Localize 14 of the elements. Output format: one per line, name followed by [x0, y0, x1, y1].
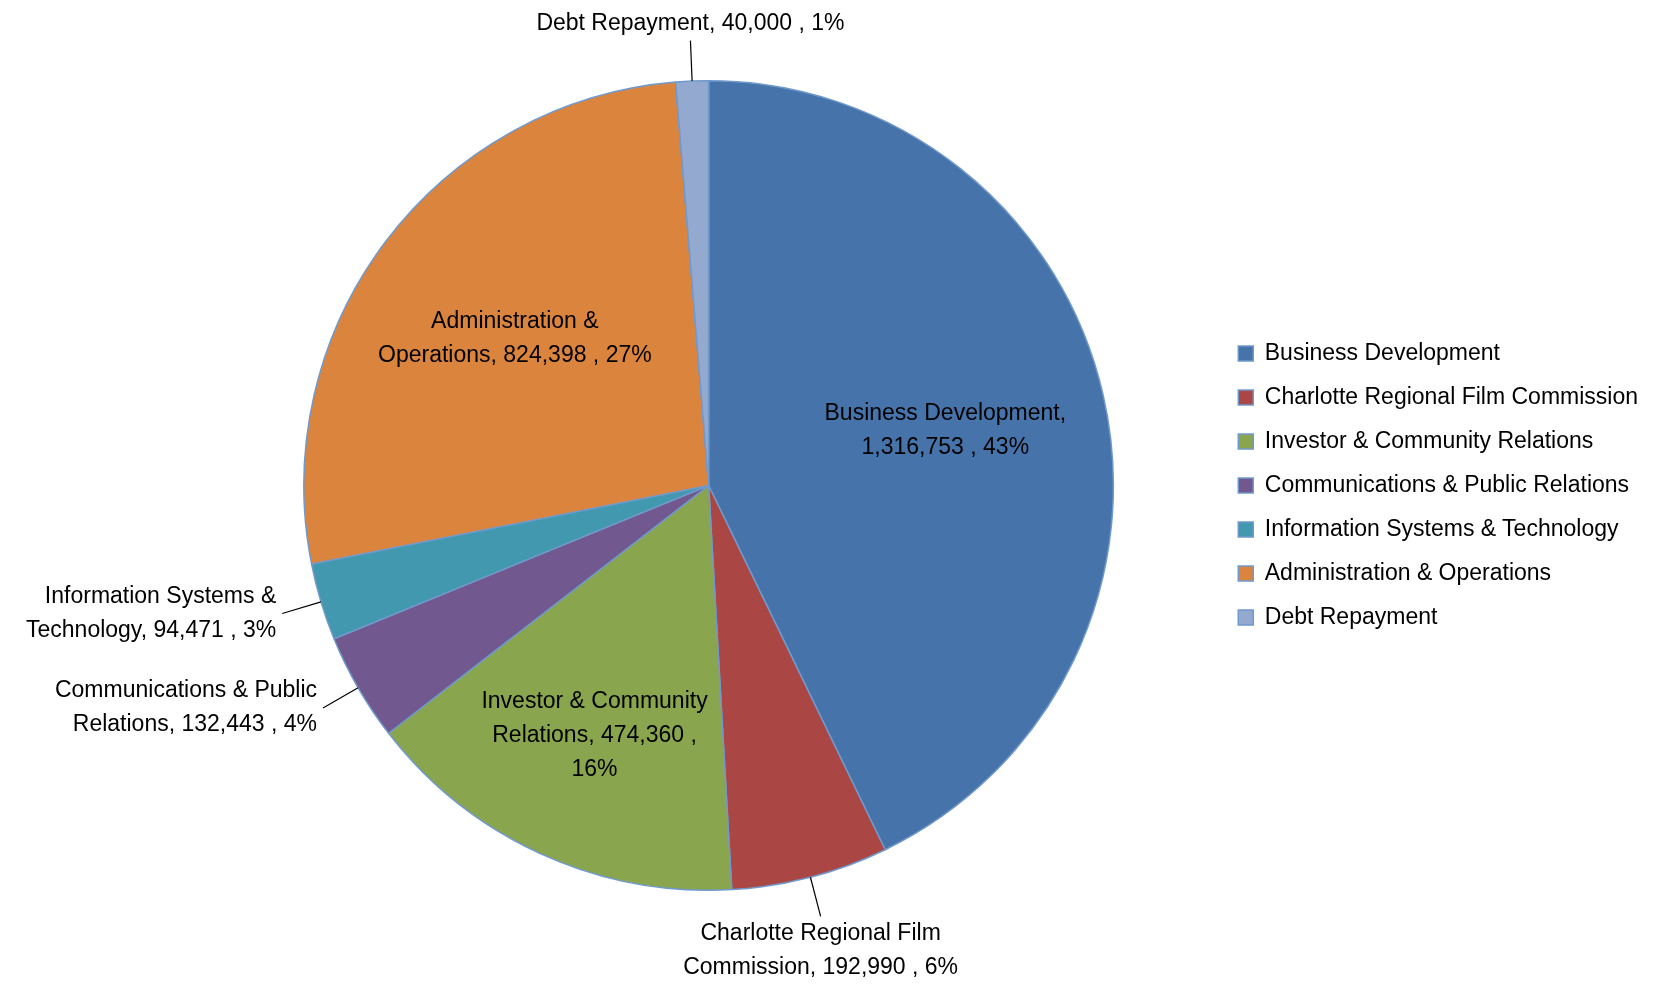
legend-label: Administration & Operations [1264, 558, 1552, 585]
legend-label: Debt Repayment [1264, 602, 1438, 629]
data-label: Business Development, 1,316,753 , 43% [824, 399, 1067, 460]
legend-label: Communications & Public Relations [1264, 470, 1630, 497]
data-label: Charlotte Regional Film Commission, 192,990 , 6% [683, 918, 959, 979]
data-label: Debt Repayment, 40,000 , 1% [536, 8, 845, 35]
data-label: Administration & Operations, 824,398 , 27% [378, 307, 652, 368]
data-label: Investor & Community Relations, 474,360 , 16% [481, 687, 709, 782]
legend-label: Charlotte Regional Film Commission [1264, 382, 1638, 409]
data-label: Information Systems & Technology, 94,471 , 3% [26, 581, 277, 642]
data-label: Communications & Public Relations, 132,443 , 4% [54, 676, 318, 737]
legend-label: Investor & Community Relations [1264, 426, 1594, 453]
legend-label: Information Systems & Technology [1264, 514, 1619, 541]
legend-label: Business Development [1264, 338, 1501, 365]
